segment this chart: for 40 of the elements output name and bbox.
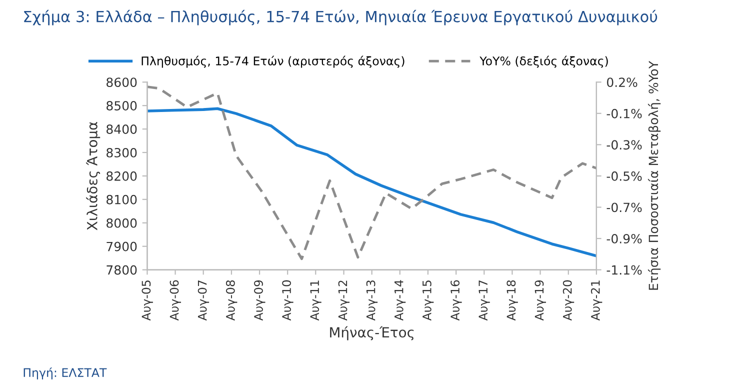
x-tick-label: Αυγ-18: [506, 280, 518, 321]
y-axis-title: Χιλιάδες Άτομα: [86, 122, 100, 230]
y2-tick-label: -0.7%: [606, 202, 642, 212]
y-tick-label: 8600: [106, 78, 137, 88]
x-tick-label: Αυγ-13: [366, 280, 378, 321]
x-tick-label: Αυγ-12: [338, 280, 350, 321]
x-tick-label: Αυγ-15: [422, 280, 434, 321]
x-tick-label: Αυγ-10: [282, 280, 294, 321]
y-tick-label: 8500: [106, 101, 137, 110]
x-tick-label: Αυγ-05: [142, 280, 153, 321]
x-tick-label: Αυγ-20: [562, 280, 574, 321]
y-tick-label: 8400: [106, 124, 137, 134]
x-tick-label: Αυγ-08: [226, 280, 238, 321]
x-axis-title: Μήνας-Έτος: [330, 326, 414, 340]
y-tick-label: 8200: [106, 171, 137, 181]
y-tick-label: 7800: [106, 265, 137, 275]
y-tick-label: 8100: [106, 194, 137, 204]
legend-label: YoY% (δεξιός άξονας): [480, 56, 608, 68]
y-tick-label: 8000: [106, 218, 137, 228]
y2-tick-label: -0.1%: [606, 108, 642, 118]
y-tick-label: 7900: [106, 242, 137, 252]
y2-axis-title: Ετήσια Ποσοστιαία Μεταβολή, %YoY: [648, 60, 661, 290]
y2-tick-label: -0.5%: [606, 171, 642, 181]
y2-tick-label: -0.3%: [606, 140, 642, 150]
x-tick-label: Αυγ-17: [478, 280, 490, 321]
legend-label: Πληθυσμός, 15-74 Ετών (αριστερός άξονας): [142, 56, 404, 68]
x-tick-label: Αυγ-07: [198, 280, 210, 321]
y2-tick-label: -0.9%: [606, 234, 642, 244]
text: Πηγή: ΕΛΣΤΑΤ: [24, 367, 107, 380]
x-tick-label: Αυγ-19: [534, 280, 546, 321]
x-tick-label: Αυγ-11: [310, 280, 322, 321]
y-tick-label: 8300: [106, 148, 137, 158]
x-tick-label: Αυγ-21: [590, 280, 602, 321]
y2-tick-label: -1.1%: [606, 265, 642, 275]
chart-title: Σχήμα 3: Ελλάδα – Πληθυσμός, 15-74 Ετών, Μηνιαία Έρευνα Εργατικού Δυναμικού: [24, 10, 658, 26]
x-tick-label: Αυγ-16: [450, 280, 462, 321]
x-tick-label: Αυγ-06: [170, 280, 181, 321]
x-tick-label: Αυγ-14: [394, 280, 406, 321]
x-tick-label: Αυγ-09: [254, 280, 266, 321]
y2-tick-label: 0.2%: [606, 78, 638, 88]
